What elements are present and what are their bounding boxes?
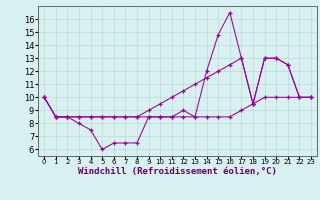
X-axis label: Windchill (Refroidissement éolien,°C): Windchill (Refroidissement éolien,°C): [78, 167, 277, 176]
